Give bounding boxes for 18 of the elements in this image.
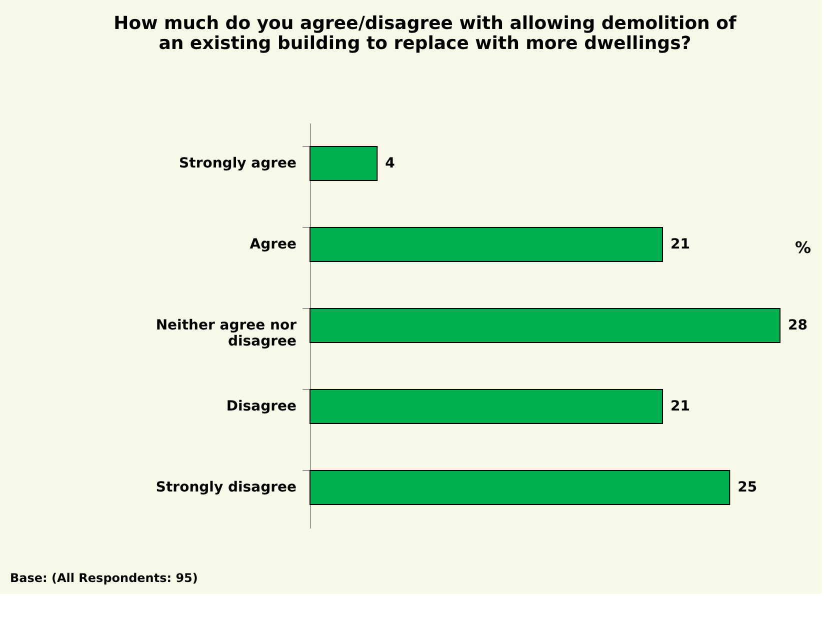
- data-label: 21: [670, 398, 690, 414]
- bar: [310, 388, 663, 424]
- y-tick-label: Agree: [250, 236, 296, 252]
- data-label: 28: [788, 318, 808, 334]
- data-label: 21: [670, 236, 690, 252]
- text: %: [795, 238, 812, 257]
- text: Base: (All Respondents: 95): [10, 571, 198, 585]
- y-tick-label: Neither agree nor disagree: [156, 318, 297, 350]
- data-label: 25: [738, 480, 758, 496]
- bar: [310, 308, 780, 344]
- chart-title: How much do you agree/disagree with allowing demolition of an existing building to replace with more dwellings?: [114, 13, 737, 54]
- y-tick-label: Strongly agree: [179, 156, 296, 172]
- data-label: 4: [385, 156, 396, 172]
- bar: [310, 470, 730, 506]
- y-tick-label: Strongly disagree: [156, 480, 296, 496]
- y-tick-label: Disagree: [226, 398, 296, 414]
- bar: [310, 146, 378, 182]
- bar: [310, 226, 663, 262]
